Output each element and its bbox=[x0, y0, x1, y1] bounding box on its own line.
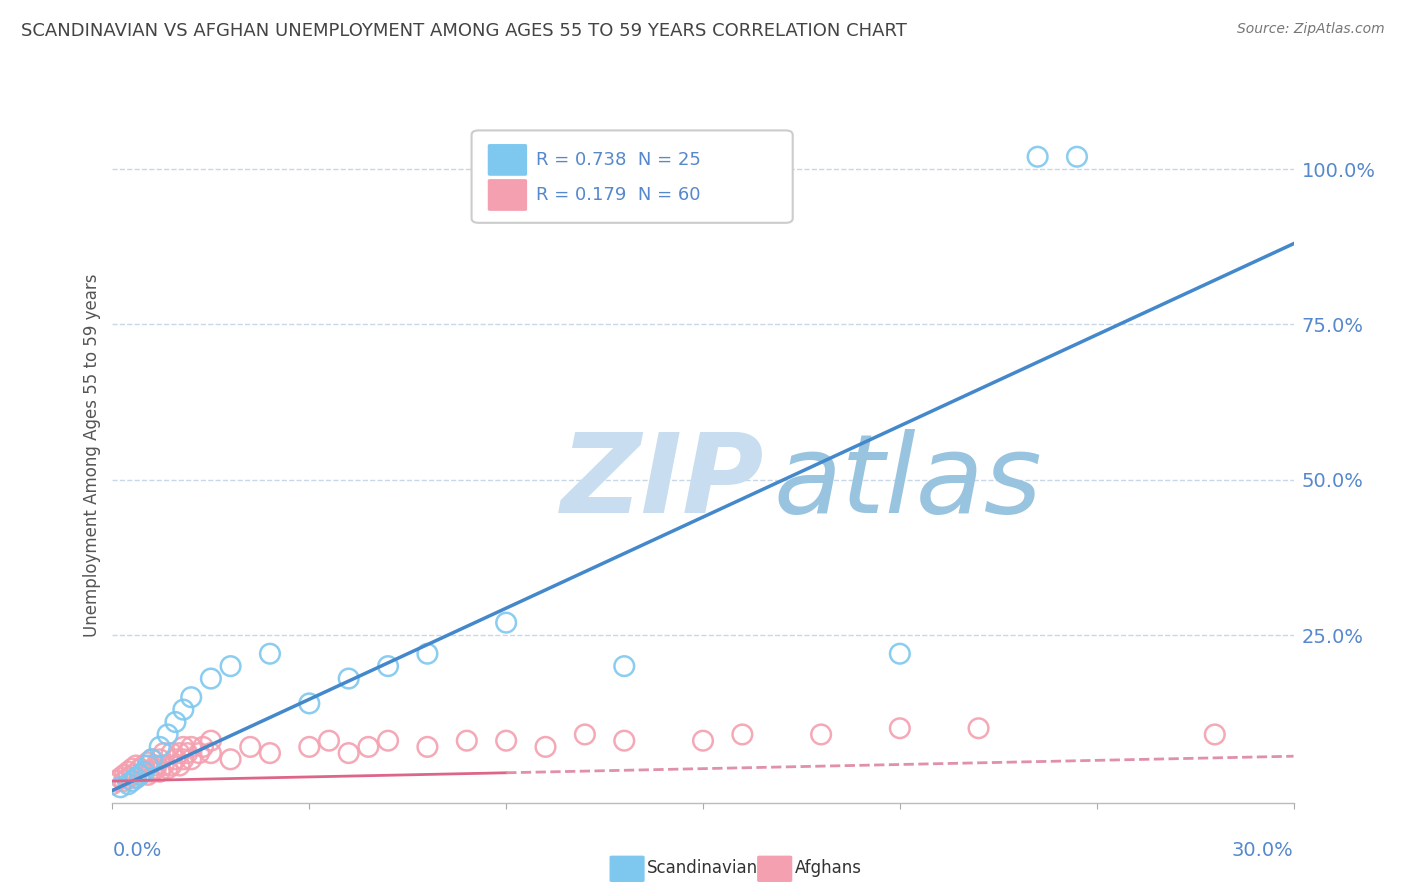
Point bbox=[121, 774, 143, 789]
Point bbox=[200, 733, 222, 747]
Point bbox=[160, 746, 183, 760]
Point bbox=[259, 746, 281, 760]
Point bbox=[125, 771, 148, 785]
Point bbox=[495, 615, 517, 630]
Point bbox=[1026, 150, 1049, 164]
Text: R = 0.179  N = 60: R = 0.179 N = 60 bbox=[536, 186, 700, 204]
Point bbox=[239, 739, 262, 754]
Point bbox=[318, 733, 340, 747]
Point bbox=[172, 739, 194, 754]
Point bbox=[136, 768, 159, 782]
Point bbox=[191, 739, 214, 754]
Text: atlas: atlas bbox=[773, 429, 1042, 536]
Text: Scandinavians: Scandinavians bbox=[647, 859, 766, 877]
Point bbox=[149, 739, 172, 754]
Point bbox=[165, 752, 187, 766]
Point bbox=[172, 752, 194, 766]
Point bbox=[112, 774, 135, 789]
Point bbox=[889, 721, 911, 735]
Point bbox=[149, 764, 172, 779]
Point bbox=[613, 659, 636, 673]
Point bbox=[200, 746, 222, 760]
Point bbox=[105, 774, 128, 789]
Point bbox=[613, 733, 636, 747]
Point bbox=[377, 659, 399, 673]
Text: ZIP: ZIP bbox=[561, 429, 765, 536]
Point bbox=[180, 739, 202, 754]
Text: Afghans: Afghans bbox=[794, 859, 862, 877]
Text: 0.0%: 0.0% bbox=[112, 841, 162, 860]
Point bbox=[156, 727, 179, 741]
Point bbox=[456, 733, 478, 747]
Point bbox=[357, 739, 380, 754]
Point bbox=[298, 697, 321, 711]
Point bbox=[112, 768, 135, 782]
Point bbox=[152, 758, 174, 772]
Point bbox=[117, 777, 139, 791]
Point bbox=[129, 768, 152, 782]
Point bbox=[160, 758, 183, 772]
Point bbox=[145, 758, 167, 772]
Point bbox=[121, 762, 143, 776]
Text: 30.0%: 30.0% bbox=[1232, 841, 1294, 860]
Text: R = 0.738  N = 25: R = 0.738 N = 25 bbox=[536, 151, 702, 169]
Point bbox=[180, 690, 202, 705]
Point bbox=[377, 733, 399, 747]
Point bbox=[259, 647, 281, 661]
Point bbox=[136, 756, 159, 770]
Point bbox=[156, 762, 179, 776]
Point bbox=[129, 768, 152, 782]
Point bbox=[129, 762, 152, 776]
Point bbox=[574, 727, 596, 741]
Point bbox=[534, 739, 557, 754]
Point bbox=[337, 672, 360, 686]
Point bbox=[337, 746, 360, 760]
Point bbox=[141, 752, 163, 766]
Point bbox=[117, 771, 139, 785]
Point bbox=[132, 764, 155, 779]
Point bbox=[165, 714, 187, 729]
Point bbox=[1066, 150, 1088, 164]
Point bbox=[136, 758, 159, 772]
Point bbox=[416, 739, 439, 754]
Point bbox=[132, 764, 155, 779]
Point bbox=[731, 727, 754, 741]
Point bbox=[141, 752, 163, 766]
Point bbox=[132, 758, 155, 772]
Point bbox=[200, 672, 222, 686]
Point bbox=[1204, 727, 1226, 741]
Point bbox=[172, 703, 194, 717]
Point bbox=[101, 777, 124, 791]
Text: SCANDINAVIAN VS AFGHAN UNEMPLOYMENT AMONG AGES 55 TO 59 YEARS CORRELATION CHART: SCANDINAVIAN VS AFGHAN UNEMPLOYMENT AMON… bbox=[21, 22, 907, 40]
Point bbox=[180, 752, 202, 766]
Point bbox=[149, 752, 172, 766]
Point bbox=[967, 721, 990, 735]
Point bbox=[692, 733, 714, 747]
Point bbox=[110, 780, 132, 795]
Point bbox=[495, 733, 517, 747]
Point bbox=[117, 764, 139, 779]
Point bbox=[176, 746, 198, 760]
Point bbox=[219, 659, 242, 673]
Point bbox=[169, 746, 191, 760]
Point bbox=[110, 771, 132, 785]
Point bbox=[416, 647, 439, 661]
Point bbox=[298, 739, 321, 754]
Point bbox=[188, 746, 211, 760]
Point bbox=[889, 647, 911, 661]
Point bbox=[810, 727, 832, 741]
Point bbox=[125, 771, 148, 785]
Point bbox=[219, 752, 242, 766]
Point bbox=[125, 758, 148, 772]
Y-axis label: Unemployment Among Ages 55 to 59 years: Unemployment Among Ages 55 to 59 years bbox=[83, 273, 101, 637]
Point bbox=[152, 746, 174, 760]
Point bbox=[169, 758, 191, 772]
Text: Source: ZipAtlas.com: Source: ZipAtlas.com bbox=[1237, 22, 1385, 37]
Point bbox=[145, 762, 167, 776]
Point bbox=[121, 768, 143, 782]
Point bbox=[141, 764, 163, 779]
